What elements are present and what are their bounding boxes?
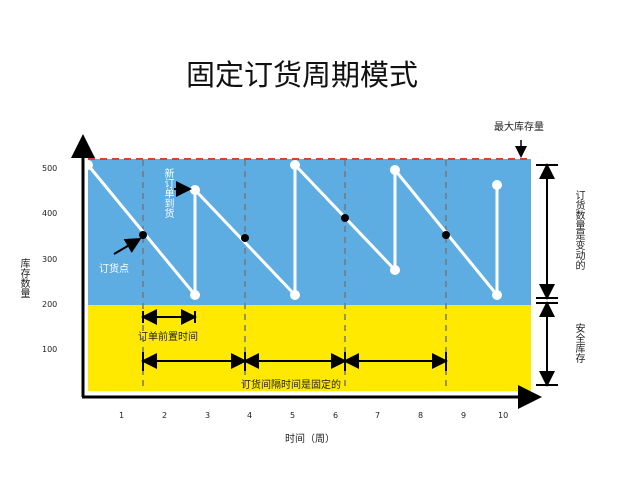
lead-time-dimension bbox=[141, 309, 197, 325]
reorder-point-arrow bbox=[113, 237, 142, 255]
reorder-point-marker bbox=[139, 231, 147, 239]
inventory-point bbox=[492, 180, 502, 190]
x-tick: 6 bbox=[333, 411, 339, 420]
y-tick: 100 bbox=[42, 345, 58, 354]
reorder-points bbox=[139, 214, 450, 242]
inventory-point bbox=[390, 265, 400, 275]
inventory-point bbox=[290, 290, 300, 300]
x-tick: 2 bbox=[162, 411, 168, 420]
x-tick: 9 bbox=[461, 411, 467, 420]
x-tick: 4 bbox=[247, 411, 253, 420]
max-inventory-label: 最大库存量 bbox=[494, 122, 544, 133]
y-tick: 200 bbox=[42, 300, 58, 309]
inventory-point bbox=[492, 290, 502, 300]
interval-dimension bbox=[141, 352, 448, 371]
inventory-point bbox=[190, 185, 200, 195]
inventory-point bbox=[390, 165, 400, 175]
y-tick: 500 bbox=[42, 164, 58, 173]
x-tick: 8 bbox=[418, 411, 424, 420]
x-tick: 1 bbox=[119, 411, 125, 420]
x-tick: 10 bbox=[498, 411, 509, 420]
x-tick: 3 bbox=[205, 411, 211, 420]
x-axis-label: 时间（周） bbox=[285, 434, 335, 445]
inventory-point bbox=[83, 160, 93, 170]
x-tick: 5 bbox=[290, 411, 296, 420]
y-axis-label: 库存数量 bbox=[18, 258, 29, 298]
variable-quantity-label: 订货数量是变动的 bbox=[573, 190, 584, 270]
lead-time-label: 订单前置时间 bbox=[138, 332, 198, 343]
reorder-point-marker bbox=[442, 231, 450, 239]
safety-stock-label: 安全库存 bbox=[573, 323, 584, 363]
inventory-point bbox=[290, 160, 300, 170]
reorder-point-marker bbox=[241, 234, 249, 242]
y-tick: 400 bbox=[42, 209, 58, 218]
cycle-stock-zone bbox=[88, 159, 531, 305]
inventory-point bbox=[190, 290, 200, 300]
x-tick: 7 bbox=[375, 411, 381, 420]
reorder-point-marker bbox=[341, 214, 349, 222]
new-order-arrives-label: 新订单到货 bbox=[162, 168, 173, 218]
page-title: 固定订货周期模式 bbox=[185, 58, 418, 92]
right-dimensions bbox=[536, 163, 558, 387]
fixed-interval-label: 订货间隔时间是固定的 bbox=[241, 380, 341, 391]
reorder-point-label: 订货点 bbox=[99, 264, 129, 275]
inventory-points bbox=[83, 160, 502, 300]
y-tick: 300 bbox=[42, 255, 58, 264]
